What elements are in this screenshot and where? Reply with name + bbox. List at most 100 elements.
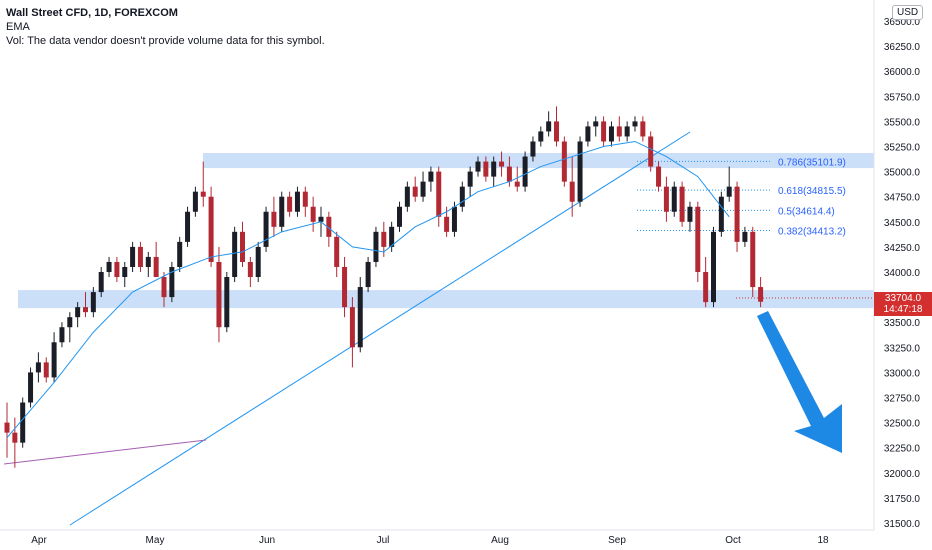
candle (718, 191, 724, 237)
candle (302, 186, 308, 217)
candle-body (75, 307, 81, 318)
candle (224, 272, 230, 333)
candle (569, 156, 575, 217)
candle-body (483, 161, 489, 177)
candle-body (687, 206, 693, 222)
candle (648, 131, 654, 172)
candle (114, 256, 120, 283)
candle (287, 191, 293, 217)
candle (161, 272, 167, 308)
currency-badge[interactable]: USD (892, 5, 924, 20)
candle (467, 166, 473, 197)
candle (43, 357, 49, 383)
candle (98, 266, 104, 298)
candle-body (153, 256, 159, 278)
candle-body (640, 121, 646, 137)
candle-body (671, 186, 677, 212)
candle (83, 292, 88, 318)
candle-body (137, 246, 143, 267)
candle-body (381, 231, 387, 247)
candle (750, 226, 756, 298)
candle-body (546, 121, 552, 132)
candle (585, 121, 591, 147)
candle-body (554, 121, 559, 142)
fibonacci-levels: 0.786(35101.9) 0.618(34815.5) 0.5(34614.4)… (637, 157, 846, 238)
candle-body (695, 206, 701, 272)
candle-body (98, 272, 104, 293)
price-tick-label: 31750.0 (884, 494, 921, 505)
candle-body (444, 216, 450, 232)
candle-body (522, 156, 528, 187)
price-zone (203, 153, 874, 169)
candle-body (43, 362, 49, 378)
price-tick-label: 34750.0 (884, 193, 921, 204)
candle (90, 287, 96, 318)
time-tick-label: Sep (608, 535, 626, 546)
candle-body (436, 171, 442, 217)
symbol-title[interactable]: Wall Street CFD, 1D, FOREXCOM (6, 7, 178, 19)
price-tick-label: 35250.0 (884, 143, 921, 154)
candle (663, 176, 669, 222)
candle (656, 161, 662, 192)
price-tick-label: 33000.0 (884, 368, 921, 379)
candle (67, 312, 73, 343)
price-zone (18, 290, 874, 309)
price-tick-label: 32250.0 (884, 444, 921, 455)
uptrend-line (69, 131, 691, 526)
candle-body (224, 277, 230, 328)
candle (711, 226, 716, 308)
candle (491, 156, 497, 187)
candle (695, 201, 701, 283)
time-tick-label: Aug (491, 535, 509, 546)
price-tick-label: 36500.0 (884, 17, 921, 28)
candle (734, 181, 740, 252)
candle-body (632, 121, 638, 127)
candle-body (59, 327, 65, 343)
candle (546, 111, 552, 137)
price-axis[interactable]: 31500.0 31750.0 32000.0 32250.0 32500.0 32750… (884, 17, 921, 530)
candle (538, 126, 544, 147)
candle (28, 367, 34, 408)
candle-body (679, 186, 685, 222)
candle (640, 116, 646, 142)
candle (106, 256, 112, 278)
candle (12, 417, 18, 468)
candle (632, 116, 638, 132)
candle (342, 256, 348, 318)
candle-body (412, 186, 418, 197)
candle (271, 196, 277, 237)
candle-body (506, 166, 512, 182)
candle-body (389, 226, 395, 247)
candle-body (561, 141, 567, 182)
candle (279, 191, 285, 232)
projection-arrow (757, 311, 842, 453)
candle (742, 226, 748, 247)
candle-body (475, 161, 481, 172)
candle (240, 221, 245, 267)
support-trendline (3, 439, 207, 465)
time-axis[interactable]: Apr May Jun Jul Aug Sep Oct 18 (31, 535, 829, 546)
candle-body (750, 231, 756, 288)
price-tick-label: 33500.0 (884, 318, 921, 329)
candle (451, 201, 457, 237)
fib-level-label: 0.5(34614.4) (778, 206, 835, 217)
indicator-label[interactable]: EMA (6, 21, 30, 33)
candle (4, 402, 10, 458)
candle-body (342, 266, 348, 308)
candle-body (28, 372, 34, 403)
candle-body (302, 191, 308, 207)
candle-body (310, 206, 316, 222)
bar-countdown: 14:47:18 (883, 304, 923, 315)
candle (216, 246, 222, 343)
last-price-value: 33704.0 (884, 293, 922, 304)
time-tick-label: 18 (817, 535, 829, 546)
price-tick-label: 35500.0 (884, 117, 921, 128)
time-tick-label: Jun (259, 535, 275, 546)
candle-body (208, 196, 214, 262)
candle-body (20, 402, 26, 443)
candle-body (51, 342, 57, 378)
candle-body (624, 126, 630, 137)
candle (294, 186, 300, 217)
candle (522, 151, 528, 192)
